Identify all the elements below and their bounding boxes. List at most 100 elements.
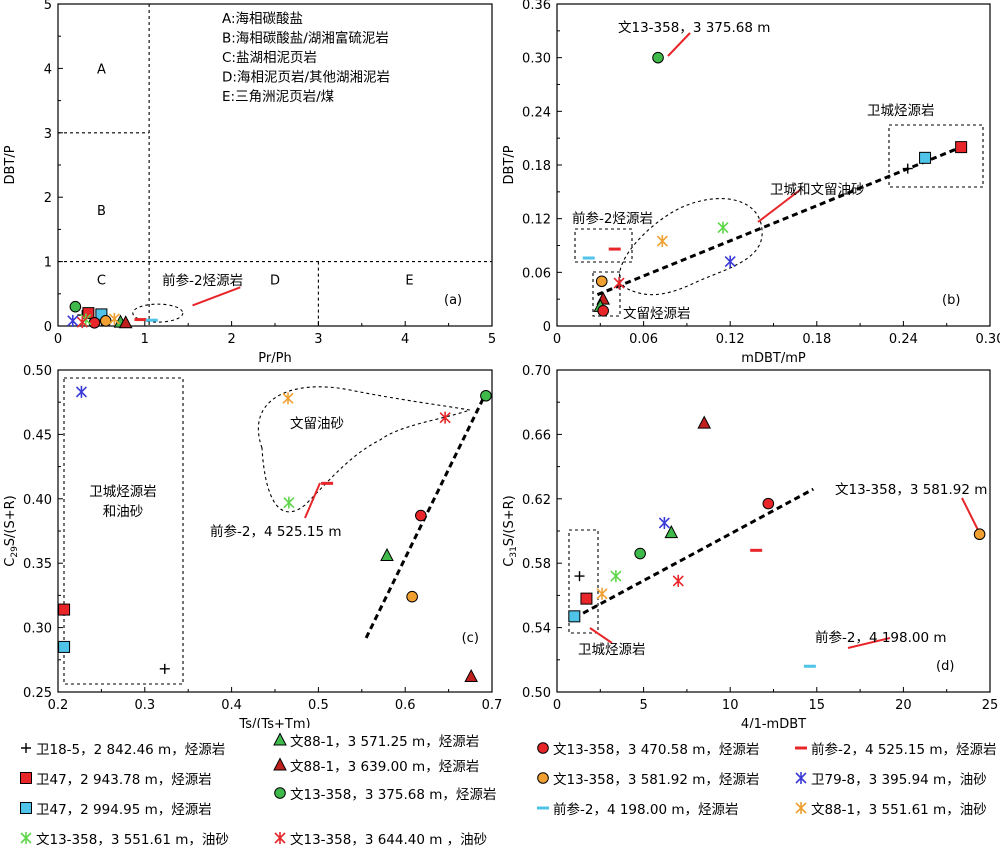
legend-item-w88_3551: 文88-1，3 551.61 m，油砂 — [793, 798, 987, 818]
legend-symbol — [20, 802, 32, 814]
zone-legend-item: E:三角洲泥页岩/煤 — [222, 89, 335, 105]
y-tick-label: 0.18 — [522, 159, 551, 174]
callout-line — [304, 482, 321, 519]
legend-marker-circle — [274, 787, 286, 799]
group-outline — [132, 303, 184, 323]
chart-panel-4: 0 5 10 15 20 25 0.50 0.54 0.58 0.62 0.66 0.70 4/1-mD… — [502, 364, 998, 728]
legend-item-qs2_4525: 前参-2，4 525.15 m，烃源岩 — [793, 738, 997, 758]
panel-tag: (c) — [462, 631, 479, 646]
x-tick-label: 5 — [639, 698, 647, 713]
annotation: 和油砂 — [103, 504, 144, 520]
zone-label-b: B — [97, 204, 106, 219]
x-tick-label: 0 — [553, 698, 561, 713]
annotation: 文留油砂 — [290, 416, 344, 432]
data-point-w13_3375 — [634, 547, 646, 560]
zone-legend-item: C:盐湖相泥页岩 — [222, 50, 317, 66]
data-point-w13_3470 — [597, 304, 609, 317]
x-tick-label: 0 — [553, 332, 561, 347]
annotation: 卫城烃源岩 — [578, 642, 646, 658]
legend-label: 文13-358，3 375.68 m，烃源岩 — [290, 787, 497, 803]
x-tick-label: 0.24 — [889, 332, 918, 347]
legend-marker-triangle — [273, 732, 287, 746]
legend-marker-circle — [537, 772, 549, 784]
data-point-qs2_4198 — [582, 256, 595, 260]
x-axis-label: Pr/Ph — [258, 351, 291, 366]
data-point-wei47_1 — [955, 141, 968, 154]
legend-marker-circle — [537, 742, 549, 754]
y-tick-label: 0.50 — [522, 686, 551, 701]
legend-label: 文88-1，3 551.61 m，油砂 — [811, 802, 987, 818]
legend-symbol — [274, 787, 286, 799]
x-axis-label: 4/1-mDBT — [741, 717, 806, 728]
annotation: 卫城烃源岩 — [89, 484, 157, 500]
data-point-w88_3551 — [656, 235, 668, 248]
legend-symbol — [20, 772, 32, 784]
y-tick-label: 2 — [44, 191, 52, 206]
data-point-w13_3470 — [88, 316, 101, 329]
legend-item-w13_3581: 文13-358，3 581.92 m，烃源岩 — [535, 768, 759, 788]
x-tick-label: 0.30 — [976, 332, 1000, 347]
legend-item-w13_3644: 文13-358，3 644.40 m ，油砂 — [272, 828, 487, 848]
annotation: 卫城烃源岩 — [867, 103, 935, 119]
callout-line — [961, 497, 979, 531]
annotation: 文13-358，3 375.68 m — [618, 20, 770, 36]
data-point-wei47_2 — [568, 610, 581, 623]
y-tick-label: 0.24 — [522, 105, 551, 120]
annotation: 前参-2，4 525.15 m — [210, 523, 342, 540]
zone-legend-item: D:海相泥页岩/其他湖湘泥岩 — [222, 70, 390, 86]
data-point-wen88_red — [464, 668, 478, 683]
chart-panel-2: 0 0.06 0.12 0.18 0.24 0.30 0 0.06 0.12 0.18 0.24 0.… — [502, 0, 1000, 366]
legend-label: 前参-2，4 198.00 m，烃源岩 — [553, 802, 739, 818]
legend-symbol — [537, 772, 549, 784]
x-axis-label: Ts/(Ts+Tm) — [238, 717, 310, 728]
data-point-wen88_green — [380, 547, 394, 561]
data-point-w13_3551 — [283, 496, 295, 509]
legend-label: 卫47，2 994.95 m，烃源岩 — [36, 802, 212, 818]
x-tick-label: 0.2 — [48, 698, 69, 713]
data-point-w88_3551 — [282, 392, 294, 405]
data-point-wei79 — [724, 255, 736, 268]
legend-marker-plus — [21, 743, 31, 753]
y-tick-label: 0.62 — [522, 493, 551, 508]
data-point-w13_3581 — [99, 315, 112, 327]
data-point-wei18 — [574, 571, 585, 582]
data-point-w13_3644 — [613, 277, 625, 290]
group-outline-weicheng — [568, 529, 599, 634]
legend-label: 文88-1，3 571.25 m，烃源岩 — [290, 734, 480, 750]
data-point-w13_3551 — [717, 221, 729, 234]
annotation: 前参-2烃源岩 — [572, 210, 653, 227]
x-tick-label: 5 — [488, 332, 496, 347]
y-tick-label: 3 — [44, 127, 52, 142]
annotation: 文留烃源岩 — [623, 306, 691, 322]
legend-item-wen88_red: 文88-1，3 639.00 m，烃源岩 — [272, 755, 479, 775]
y-tick-label: 4 — [44, 62, 52, 77]
legend-label: 文13-358，3 581.92 m，烃源岩 — [553, 772, 760, 788]
legend-label: 卫18-5，2 842.46 m，烃源岩 — [36, 742, 226, 758]
y-tick-label: 0.70 — [522, 364, 551, 379]
data-point-w13_3470 — [762, 497, 775, 510]
legend-symbol — [21, 743, 31, 753]
data-point-w13_3375 — [69, 300, 82, 313]
annotation: 文13-358，3 581.92 m — [835, 482, 987, 498]
legend-item-wei79: 卫79-8，3 395.94 m，油砂 — [793, 768, 987, 788]
panel-tag: (b) — [942, 293, 960, 308]
y-tick-label: 0 — [543, 320, 551, 335]
panel-tag: (a) — [444, 293, 462, 308]
group-outline-wenliu — [592, 271, 621, 317]
data-point-w13_3375 — [480, 389, 492, 402]
callout-line — [667, 32, 691, 57]
legend-label: 文13-358，3 644.40 m ，油砂 — [290, 832, 488, 848]
legend: 卫18-5，2 842.46 m，烃源岩 卫47，2 943.78 m，烃源岩 卫4… — [0, 728, 1000, 861]
data-point-w13_3375 — [652, 51, 664, 64]
callout-line — [589, 627, 613, 644]
y-axis-label: C31S/(S+R) — [502, 495, 519, 566]
data-point-w13_3470 — [415, 509, 427, 522]
plot-frame — [556, 3, 991, 327]
x-tick-label: 4 — [401, 332, 409, 347]
data-point-qs2_4525 — [608, 247, 621, 251]
callout-line — [847, 637, 891, 649]
x-tick-label: 10 — [722, 698, 739, 713]
legend-symbol — [273, 732, 287, 746]
y-tick-label: 0.36 — [522, 0, 551, 13]
legend-item-qs2_4198: 前参-2，4 198.00 m，烃源岩 — [535, 798, 739, 818]
